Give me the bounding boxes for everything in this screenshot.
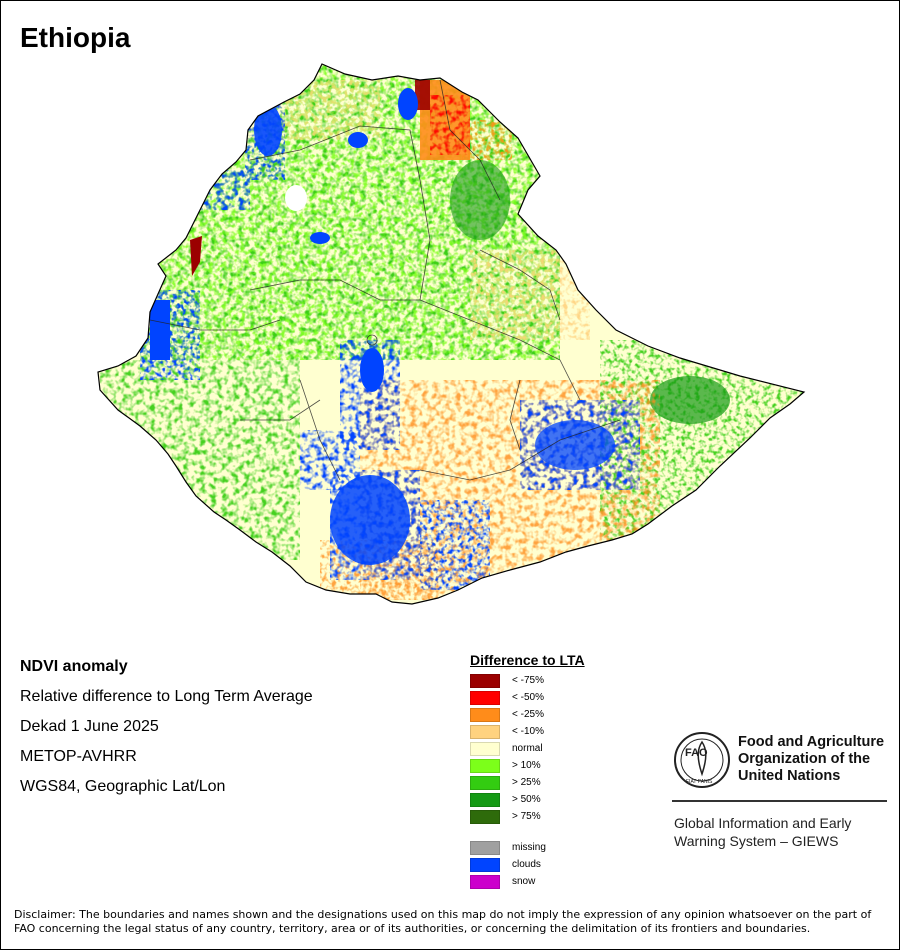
- legend-swatch: [470, 673, 500, 688]
- fao-org-name: Food and Agriculture Organization of the…: [738, 734, 885, 784]
- product-description: Relative difference to Long Term Average: [20, 688, 313, 705]
- product-name: NDVI anomaly: [20, 658, 128, 675]
- legend-label: < -75%: [512, 675, 544, 686]
- legend-swatch: [470, 741, 500, 756]
- legend-label: > 25%: [512, 777, 541, 788]
- legend-row: snow: [470, 873, 585, 890]
- product-sensor: METOP-AVHRR: [20, 748, 137, 765]
- fao-emblem-icon: FAO FIAT PANIS: [674, 732, 730, 788]
- legend-label: < -25%: [512, 709, 544, 720]
- legend-label: < -10%: [512, 726, 544, 737]
- product-date: Dekad 1 June 2025: [20, 718, 159, 735]
- legend-swatch: [470, 792, 500, 807]
- legend-label: > 50%: [512, 794, 541, 805]
- giews-name: Global Information and Early Warning Sys…: [674, 815, 852, 849]
- map-info: NDVI anomaly Relative difference to Long…: [20, 657, 313, 807]
- legend-row: > 10%: [470, 757, 585, 774]
- legend-swatch: [470, 775, 500, 790]
- legend-label: < -50%: [512, 692, 544, 703]
- anomaly-raster: [98, 64, 804, 604]
- legend-row: < -10%: [470, 723, 585, 740]
- legend-swatch: [470, 874, 500, 889]
- legend-row: < -25%: [470, 706, 585, 723]
- legend-row: < -50%: [470, 689, 585, 706]
- legend-swatch: [470, 840, 500, 855]
- ndvi-map: [97, 63, 805, 605]
- product-projection: WGS84, Geographic Lat/Lon: [20, 778, 226, 795]
- legend-swatch: [470, 809, 500, 824]
- legend-row: > 75%: [470, 808, 585, 825]
- fao-divider: [672, 800, 887, 802]
- legend-swatch: [470, 690, 500, 705]
- map-area: [97, 63, 805, 605]
- fao-letters: FAO: [685, 747, 708, 759]
- legend-label: > 75%: [512, 811, 541, 822]
- legend-swatch: [470, 758, 500, 773]
- legend-title: Difference to LTA: [470, 652, 585, 668]
- legend-label: snow: [512, 876, 536, 887]
- legend-swatch: [470, 857, 500, 872]
- disclaimer: Disclaimer: The boundaries and names sho…: [14, 908, 872, 935]
- legend-label: missing: [512, 842, 546, 853]
- legend: Difference to LTA < -75% < -50% < -25% < -1…: [470, 652, 585, 890]
- fao-motto: FIAT PANIS: [686, 779, 713, 785]
- legend-row: > 25%: [470, 774, 585, 791]
- legend-row: clouds: [470, 856, 585, 873]
- legend-row: normal: [470, 740, 585, 757]
- legend-label: clouds: [512, 859, 541, 870]
- legend-row: missing: [470, 839, 585, 856]
- region-boundaries: [149, 79, 621, 481]
- legend-swatch: [470, 707, 500, 722]
- legend-row: > 50%: [470, 791, 585, 808]
- legend-label: > 10%: [512, 760, 541, 771]
- legend-swatch: [470, 724, 500, 739]
- legend-label: normal: [512, 743, 543, 754]
- map-title: Ethiopia: [20, 22, 131, 53]
- legend-row: < -75%: [470, 672, 585, 689]
